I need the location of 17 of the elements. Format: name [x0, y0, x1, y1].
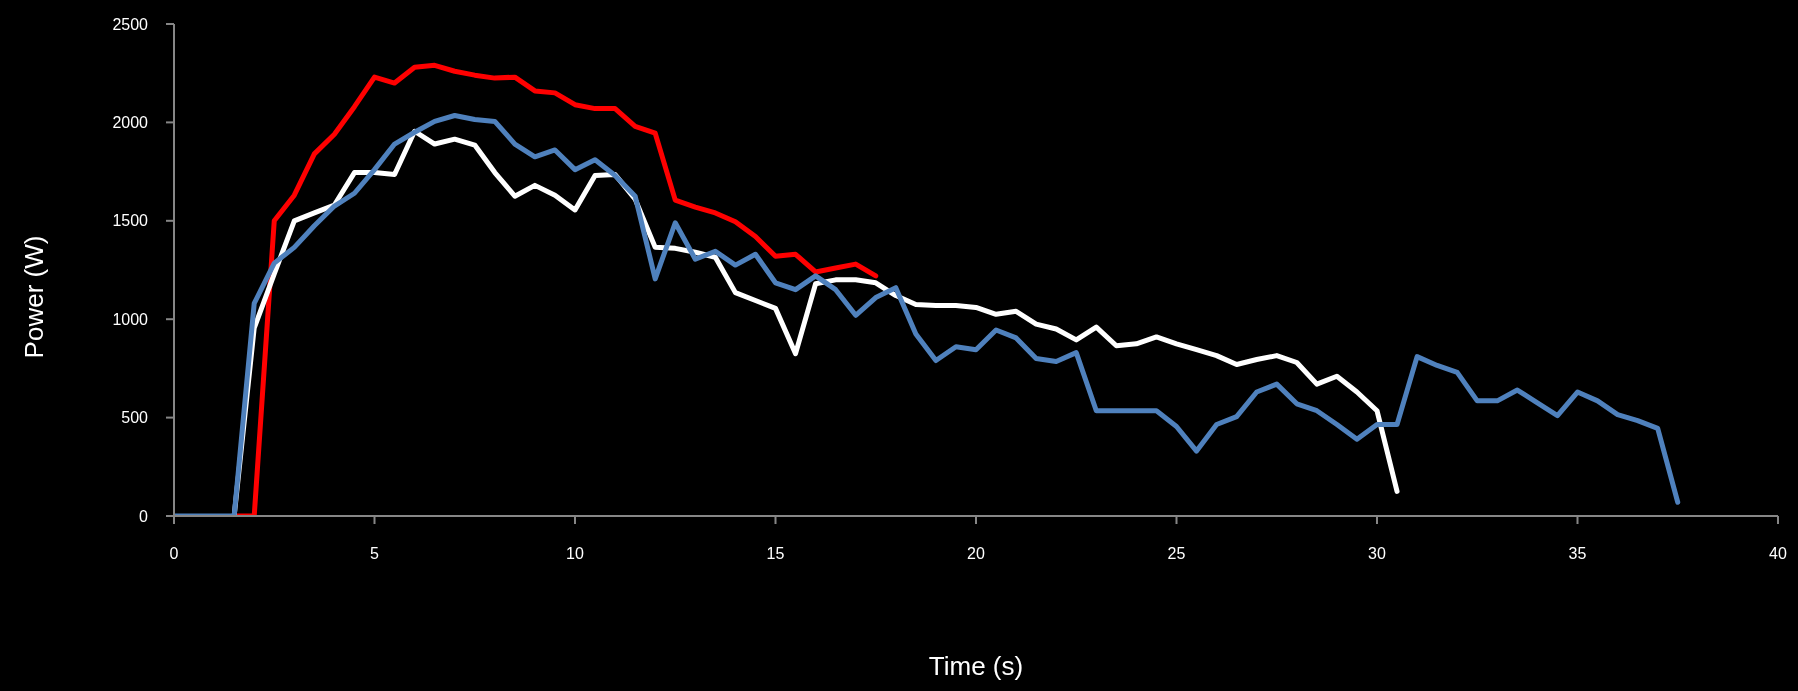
x-tick-label: 20 — [967, 545, 985, 563]
x-tick-label: 25 — [1167, 545, 1186, 563]
y-tick-label: 0 — [139, 507, 149, 525]
y-tick-label: 1000 — [112, 310, 149, 328]
y-tick-label: 2000 — [112, 114, 149, 132]
x-tick-label: 30 — [1368, 545, 1386, 563]
y-tick-label: 2500 — [112, 15, 149, 33]
x-axis-title: Time (s) — [928, 651, 1024, 681]
x-tick-label: 10 — [566, 545, 584, 563]
y-tick-label: 500 — [121, 409, 149, 427]
x-tick-label: 35 — [1568, 545, 1587, 563]
x-tick-label: 5 — [370, 545, 380, 563]
x-tick-label: 15 — [766, 545, 785, 563]
x-tick-label: 0 — [169, 545, 179, 563]
y-tick-label: 1500 — [112, 212, 149, 230]
y-axis-title: Power (W) — [19, 235, 49, 359]
x-tick-label: 40 — [1769, 545, 1787, 563]
